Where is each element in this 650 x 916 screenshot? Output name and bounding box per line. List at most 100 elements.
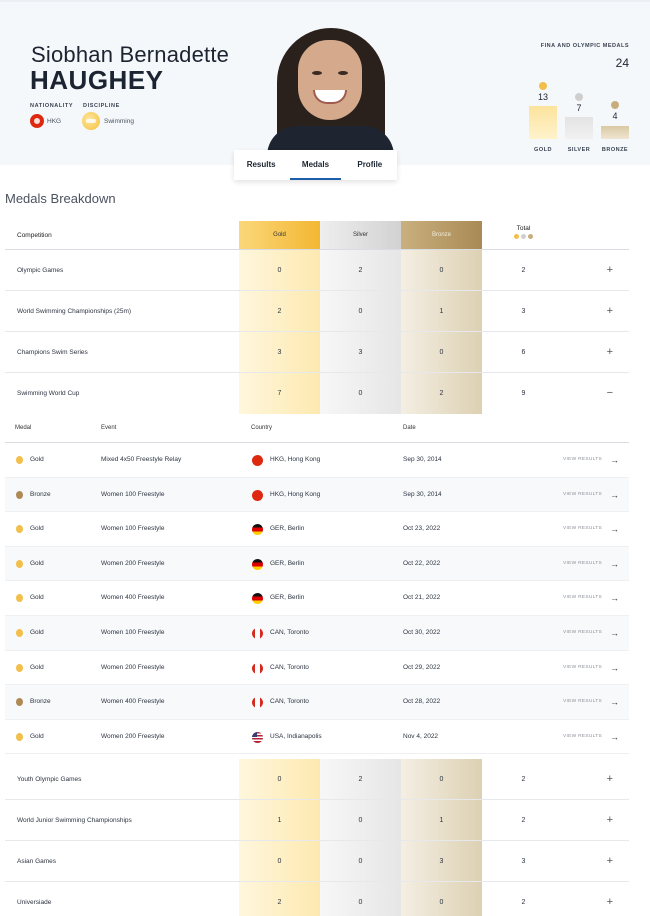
view-results-link[interactable]: VIEW RESULTS bbox=[563, 526, 602, 532]
arrow-right-icon[interactable]: → bbox=[610, 558, 619, 569]
tab-profile[interactable]: Profile bbox=[357, 160, 383, 169]
gold-medal-icon bbox=[539, 82, 547, 90]
competition-row[interactable]: World Junior Swimming Championships 1 0 … bbox=[5, 800, 629, 841]
view-results-link[interactable]: VIEW RESULTS bbox=[563, 491, 602, 497]
expand-icon[interactable]: + bbox=[606, 346, 613, 358]
arrow-right-icon[interactable]: → bbox=[610, 628, 619, 638]
profile-tabs: Results Medals Profile bbox=[234, 150, 397, 180]
expand-icon[interactable]: + bbox=[606, 264, 613, 276]
gold-header: Gold bbox=[273, 232, 286, 238]
hong-kong-flag-icon bbox=[30, 114, 44, 128]
gold-column-bg bbox=[239, 250, 320, 414]
total-medal-icons bbox=[483, 234, 564, 241]
view-results-link[interactable]: VIEW RESULTS bbox=[563, 630, 602, 635]
athlete-portrait bbox=[267, 26, 394, 152]
view-results-link[interactable]: VIEW RESULTS bbox=[563, 699, 602, 705]
result-row: Bronze Women 100 Freestyle HKG, Hong Kon… bbox=[5, 477, 629, 513]
canada-flag-icon bbox=[252, 628, 263, 639]
detail-table-header: Medal Event Country Date bbox=[5, 416, 629, 443]
bronze-medal-icon bbox=[16, 490, 23, 499]
germany-flag-icon bbox=[252, 524, 263, 536]
arrow-right-icon[interactable]: → bbox=[610, 731, 619, 742]
total-header: Total bbox=[483, 225, 564, 241]
expand-icon[interactable]: + bbox=[606, 896, 613, 908]
discipline-label: DISCIPLINE bbox=[83, 103, 120, 109]
arrow-right-icon[interactable]: → bbox=[610, 489, 619, 500]
arrow-right-icon[interactable]: → bbox=[610, 662, 619, 673]
gold-label: GOLD bbox=[534, 147, 552, 153]
competition-row[interactable]: World Swimming Championships (25m) 2 0 1… bbox=[5, 291, 629, 332]
medal-column-header: Medal bbox=[15, 425, 32, 431]
section-title: Medals Breakdown bbox=[5, 191, 116, 206]
arrow-right-icon[interactable]: → bbox=[610, 697, 619, 708]
gold-medal-icon bbox=[16, 559, 23, 568]
result-row: Gold Women 400 Freestyle GER, Berlin Oct… bbox=[5, 581, 629, 616]
arrow-right-icon[interactable]: → bbox=[610, 593, 619, 604]
gold-medal-icon bbox=[16, 629, 23, 637]
bronze-header-bg bbox=[401, 221, 482, 249]
silver-count: 7 bbox=[576, 103, 582, 113]
silver-header: Silver bbox=[352, 232, 368, 238]
competition-row[interactable]: Olympic Games 0 2 0 2 + bbox=[5, 250, 629, 291]
gold-header-bg bbox=[239, 221, 320, 249]
view-results-link[interactable]: VIEW RESULTS bbox=[563, 457, 602, 462]
arrow-right-icon[interactable]: → bbox=[610, 455, 619, 465]
hong-kong-flag-icon bbox=[252, 455, 263, 466]
canada-flag-icon bbox=[252, 697, 263, 709]
gold-medal-icon bbox=[16, 456, 23, 464]
competition-header: Competition bbox=[17, 231, 52, 239]
result-row: Gold Women 100 Freestyle CAN, Toronto Oc… bbox=[5, 616, 629, 651]
view-results-link[interactable]: VIEW RESULTS bbox=[563, 595, 602, 601]
date-column-header: Date bbox=[403, 425, 416, 431]
competition-row[interactable]: Swimming World Cup 7 0 2 9 − bbox=[5, 373, 629, 414]
germany-flag-icon bbox=[252, 593, 263, 605]
bronze-column-bg-bottom bbox=[401, 759, 482, 916]
result-row: Gold Women 200 Freestyle USA, Indianapol… bbox=[5, 720, 629, 755]
bronze-count: 4 bbox=[612, 111, 618, 121]
swimming-icon bbox=[82, 112, 100, 130]
result-row: Gold Mixed 4x50 Freestyle Relay HKG, Hon… bbox=[5, 443, 629, 478]
silver-label: SILVER bbox=[567, 147, 591, 153]
result-row: Bronze Women 400 Freestyle CAN, Toronto … bbox=[5, 685, 629, 720]
gold-column-bg-bottom bbox=[239, 759, 320, 916]
tab-results[interactable]: Results bbox=[246, 160, 276, 169]
gold-medal-icon bbox=[16, 594, 23, 603]
competition-row[interactable]: Asian Games 0 0 3 3 + bbox=[5, 841, 629, 882]
bronze-medal-icon bbox=[16, 698, 23, 707]
total-header-label: Total bbox=[516, 225, 531, 232]
competition-row[interactable]: Youth Olympic Games 0 2 0 2 + bbox=[5, 759, 629, 800]
expand-icon[interactable]: + bbox=[606, 855, 613, 867]
event-column-header: Event bbox=[101, 425, 117, 431]
silver-column-bg-bottom bbox=[320, 759, 401, 916]
view-results-link[interactable]: VIEW RESULTS bbox=[563, 664, 602, 670]
gold-medal-icon bbox=[16, 525, 23, 534]
expand-icon[interactable]: + bbox=[606, 305, 613, 317]
view-results-link[interactable]: VIEW RESULTS bbox=[563, 733, 602, 739]
competition-row[interactable]: Champions Swim Series 3 3 0 6 + bbox=[5, 332, 629, 373]
bronze-header: Bronze bbox=[431, 232, 451, 238]
nationality-value: HKG bbox=[47, 118, 62, 125]
nationality-label: NATIONALITY bbox=[30, 103, 74, 109]
gold-bar bbox=[529, 106, 557, 139]
country-column-header: Country bbox=[251, 425, 273, 431]
silver-header-bg bbox=[320, 221, 401, 249]
discipline-value: Swimming bbox=[104, 118, 134, 125]
silver-summary: 7 bbox=[565, 93, 593, 113]
expand-icon[interactable]: + bbox=[606, 814, 613, 826]
arrow-right-icon[interactable]: → bbox=[610, 524, 619, 535]
medals-summary-label: FINA AND OLYMPIC MEDALS bbox=[540, 43, 629, 49]
medals-total: 24 bbox=[615, 56, 629, 70]
header-divider bbox=[5, 249, 629, 250]
competition-row[interactable]: Universiade 2 0 0 2 + bbox=[5, 882, 629, 916]
result-row: Gold Women 200 Freestyle GER, Berlin Oct… bbox=[5, 546, 629, 582]
bronze-medal-icon bbox=[611, 101, 619, 109]
usa-flag-icon bbox=[252, 731, 263, 743]
gold-summary: 13 bbox=[529, 82, 557, 102]
expand-icon[interactable]: + bbox=[606, 773, 613, 785]
gold-medal-icon bbox=[16, 663, 23, 672]
canada-flag-icon bbox=[252, 662, 263, 674]
view-results-link[interactable]: VIEW RESULTS bbox=[563, 560, 602, 566]
collapse-icon[interactable]: − bbox=[606, 387, 613, 399]
silver-column-bg bbox=[320, 250, 401, 414]
tab-medals[interactable]: Medals bbox=[288, 150, 342, 180]
